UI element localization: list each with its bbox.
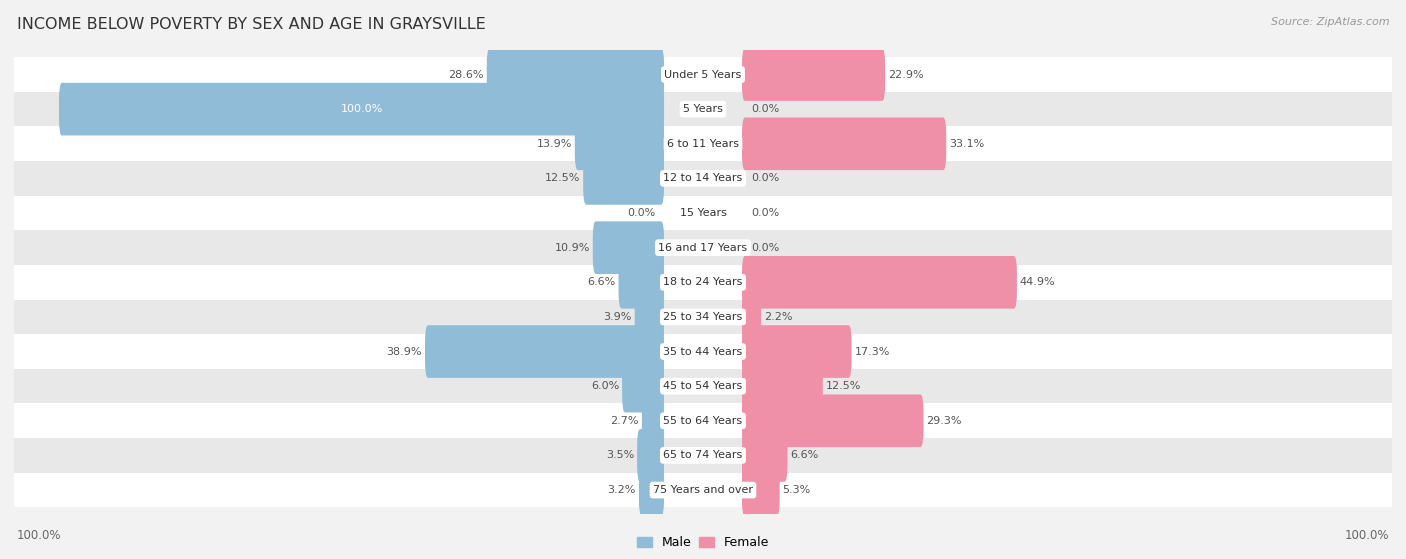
Bar — [14, 57, 1392, 92]
Text: 2.2%: 2.2% — [763, 312, 793, 322]
FancyBboxPatch shape — [742, 325, 852, 378]
FancyBboxPatch shape — [742, 291, 761, 343]
Text: 3.5%: 3.5% — [606, 451, 634, 461]
Text: 100.0%: 100.0% — [340, 104, 382, 114]
Bar — [14, 473, 1392, 508]
Text: 15 Years: 15 Years — [679, 208, 727, 218]
Text: 5.3%: 5.3% — [783, 485, 811, 495]
FancyBboxPatch shape — [742, 395, 924, 447]
Text: 28.6%: 28.6% — [449, 69, 484, 79]
FancyBboxPatch shape — [486, 48, 664, 101]
Text: 100.0%: 100.0% — [17, 529, 62, 542]
Bar — [14, 438, 1392, 473]
FancyBboxPatch shape — [619, 256, 664, 309]
Text: 55 to 64 Years: 55 to 64 Years — [664, 416, 742, 426]
Bar — [14, 265, 1392, 300]
Bar — [14, 92, 1392, 126]
Text: 12.5%: 12.5% — [825, 381, 862, 391]
FancyBboxPatch shape — [634, 291, 664, 343]
Text: 29.3%: 29.3% — [927, 416, 962, 426]
Bar — [14, 196, 1392, 230]
Text: INCOME BELOW POVERTY BY SEX AND AGE IN GRAYSVILLE: INCOME BELOW POVERTY BY SEX AND AGE IN G… — [17, 17, 485, 32]
Text: 75 Years and over: 75 Years and over — [652, 485, 754, 495]
Text: 0.0%: 0.0% — [751, 173, 779, 183]
Text: 65 to 74 Years: 65 to 74 Years — [664, 451, 742, 461]
Text: 18 to 24 Years: 18 to 24 Years — [664, 277, 742, 287]
Text: 3.9%: 3.9% — [603, 312, 631, 322]
Text: 25 to 34 Years: 25 to 34 Years — [664, 312, 742, 322]
Text: 33.1%: 33.1% — [949, 139, 984, 149]
FancyBboxPatch shape — [742, 256, 1017, 309]
Bar — [14, 404, 1392, 438]
Text: 6.0%: 6.0% — [591, 381, 619, 391]
FancyBboxPatch shape — [742, 117, 946, 170]
Text: 38.9%: 38.9% — [387, 347, 422, 357]
Text: 0.0%: 0.0% — [751, 208, 779, 218]
Bar — [14, 300, 1392, 334]
FancyBboxPatch shape — [425, 325, 664, 378]
Bar — [14, 126, 1392, 161]
Text: 44.9%: 44.9% — [1019, 277, 1056, 287]
FancyBboxPatch shape — [643, 395, 664, 447]
FancyBboxPatch shape — [583, 152, 664, 205]
Text: 10.9%: 10.9% — [554, 243, 589, 253]
Text: 17.3%: 17.3% — [855, 347, 890, 357]
Text: 0.0%: 0.0% — [627, 208, 655, 218]
Text: 35 to 44 Years: 35 to 44 Years — [664, 347, 742, 357]
Text: 2.7%: 2.7% — [610, 416, 638, 426]
FancyBboxPatch shape — [621, 360, 664, 413]
Text: 13.9%: 13.9% — [537, 139, 572, 149]
Text: 16 and 17 Years: 16 and 17 Years — [658, 243, 748, 253]
Text: 12 to 14 Years: 12 to 14 Years — [664, 173, 742, 183]
Text: 6.6%: 6.6% — [588, 277, 616, 287]
FancyBboxPatch shape — [742, 48, 886, 101]
FancyBboxPatch shape — [593, 221, 664, 274]
Text: 45 to 54 Years: 45 to 54 Years — [664, 381, 742, 391]
Text: Source: ZipAtlas.com: Source: ZipAtlas.com — [1271, 17, 1389, 27]
Bar — [14, 334, 1392, 369]
FancyBboxPatch shape — [638, 464, 664, 517]
Bar — [14, 230, 1392, 265]
Text: 22.9%: 22.9% — [889, 69, 924, 79]
FancyBboxPatch shape — [637, 429, 664, 482]
Text: Under 5 Years: Under 5 Years — [665, 69, 741, 79]
FancyBboxPatch shape — [575, 117, 664, 170]
Legend: Male, Female: Male, Female — [631, 532, 775, 555]
Text: 3.2%: 3.2% — [607, 485, 636, 495]
Text: 12.5%: 12.5% — [544, 173, 581, 183]
FancyBboxPatch shape — [742, 464, 780, 517]
FancyBboxPatch shape — [742, 429, 787, 482]
Text: 6 to 11 Years: 6 to 11 Years — [666, 139, 740, 149]
Bar — [14, 369, 1392, 404]
Text: 100.0%: 100.0% — [1344, 529, 1389, 542]
Text: 5 Years: 5 Years — [683, 104, 723, 114]
Text: 0.0%: 0.0% — [751, 104, 779, 114]
Text: 6.6%: 6.6% — [790, 451, 818, 461]
Bar — [14, 161, 1392, 196]
FancyBboxPatch shape — [59, 83, 664, 135]
FancyBboxPatch shape — [742, 360, 823, 413]
Text: 0.0%: 0.0% — [751, 243, 779, 253]
